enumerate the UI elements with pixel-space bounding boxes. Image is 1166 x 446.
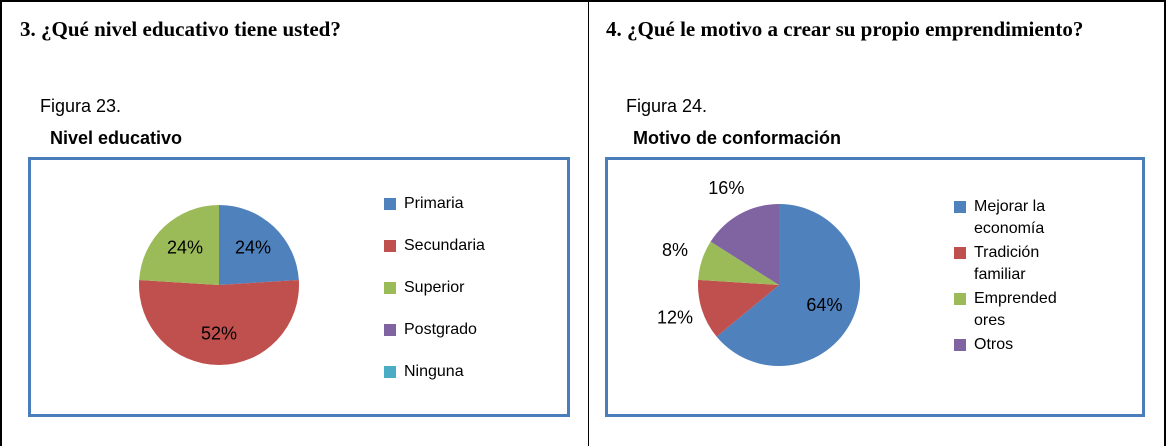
figure-label: Figura 23. [40,96,122,116]
legend-item: Superior [384,277,534,299]
legend-item: Otros [954,334,1060,356]
chart-box: 24% 52% 24% Primaria Secundaria Superior Post… [28,157,570,417]
question: 3. ¿Qué nivel educativo tiene usted? [20,17,341,41]
legend-swatch [954,201,966,213]
legend-swatch [954,293,966,305]
chart: 24% 52% 24% [139,205,299,365]
table-cell: 3. ¿Qué nivel educativo tiene usted? Fig… [0,0,589,446]
legend: Mejorar la economía Tradición familiar Emp… [954,196,1060,358]
table-cell: 4. ¿Qué le motivo a crear su propio empr… [588,0,1166,446]
legend: Primaria Secundaria Superior Postgrado Ningu… [384,193,534,403]
pie-slice [698,279,779,337]
legend-label: Otros [974,336,1014,353]
legend-label: Tradición familiar [974,244,1040,283]
legend-label: Ninguna [404,363,464,380]
legend-label: Mejorar la economía [974,198,1046,237]
data-label: 52% [201,323,237,343]
data-label: 8% [662,240,688,260]
legend-label: Superior [404,279,465,296]
data-label: 24% [167,238,203,258]
legend-swatch [954,339,966,351]
legend-swatch [384,324,396,336]
legend-item: Primaria [384,193,534,215]
data-label: 12% [657,308,693,328]
legend-swatch [384,366,396,378]
legend-item: Postgrado [384,319,534,341]
pie-slice [139,205,219,285]
chart-box: 64% 12% 8% 16% Mejorar la economía Tradición… [605,157,1145,417]
legend-label: Secundaria [404,237,485,254]
legend-label: Emprendedores [974,290,1057,329]
legend-swatch [384,198,396,210]
figure-label: Figura 24. [626,96,708,116]
pie-slice [710,204,779,285]
legend-item: Ninguna [384,361,534,383]
pie-slice [698,241,779,285]
legend-item: Secundaria [384,235,534,257]
legend-label: Postgrado [404,321,477,338]
pie-slice [716,204,860,366]
legend-swatch [384,282,396,294]
pie-slice [219,205,299,285]
legend-item: Mejorar la economía [954,196,1060,240]
chart-title: Motivo de conformación [633,128,842,148]
legend-label: Primaria [404,195,464,212]
data-label: 16% [708,178,744,198]
data-label: 24% [235,238,271,258]
legend-item: Emprendedores [954,288,1060,332]
legend-item: Tradición familiar [954,242,1060,286]
data-label: 64% [806,295,842,315]
pie-slice [139,279,299,365]
chart: 64% 12% 8% 16% [657,178,860,366]
legend-swatch [384,240,396,252]
chart-title: Nivel educativo [50,128,183,148]
legend-swatch [954,247,966,259]
question: 4. ¿Qué le motivo a crear su propio empr… [606,17,1084,41]
